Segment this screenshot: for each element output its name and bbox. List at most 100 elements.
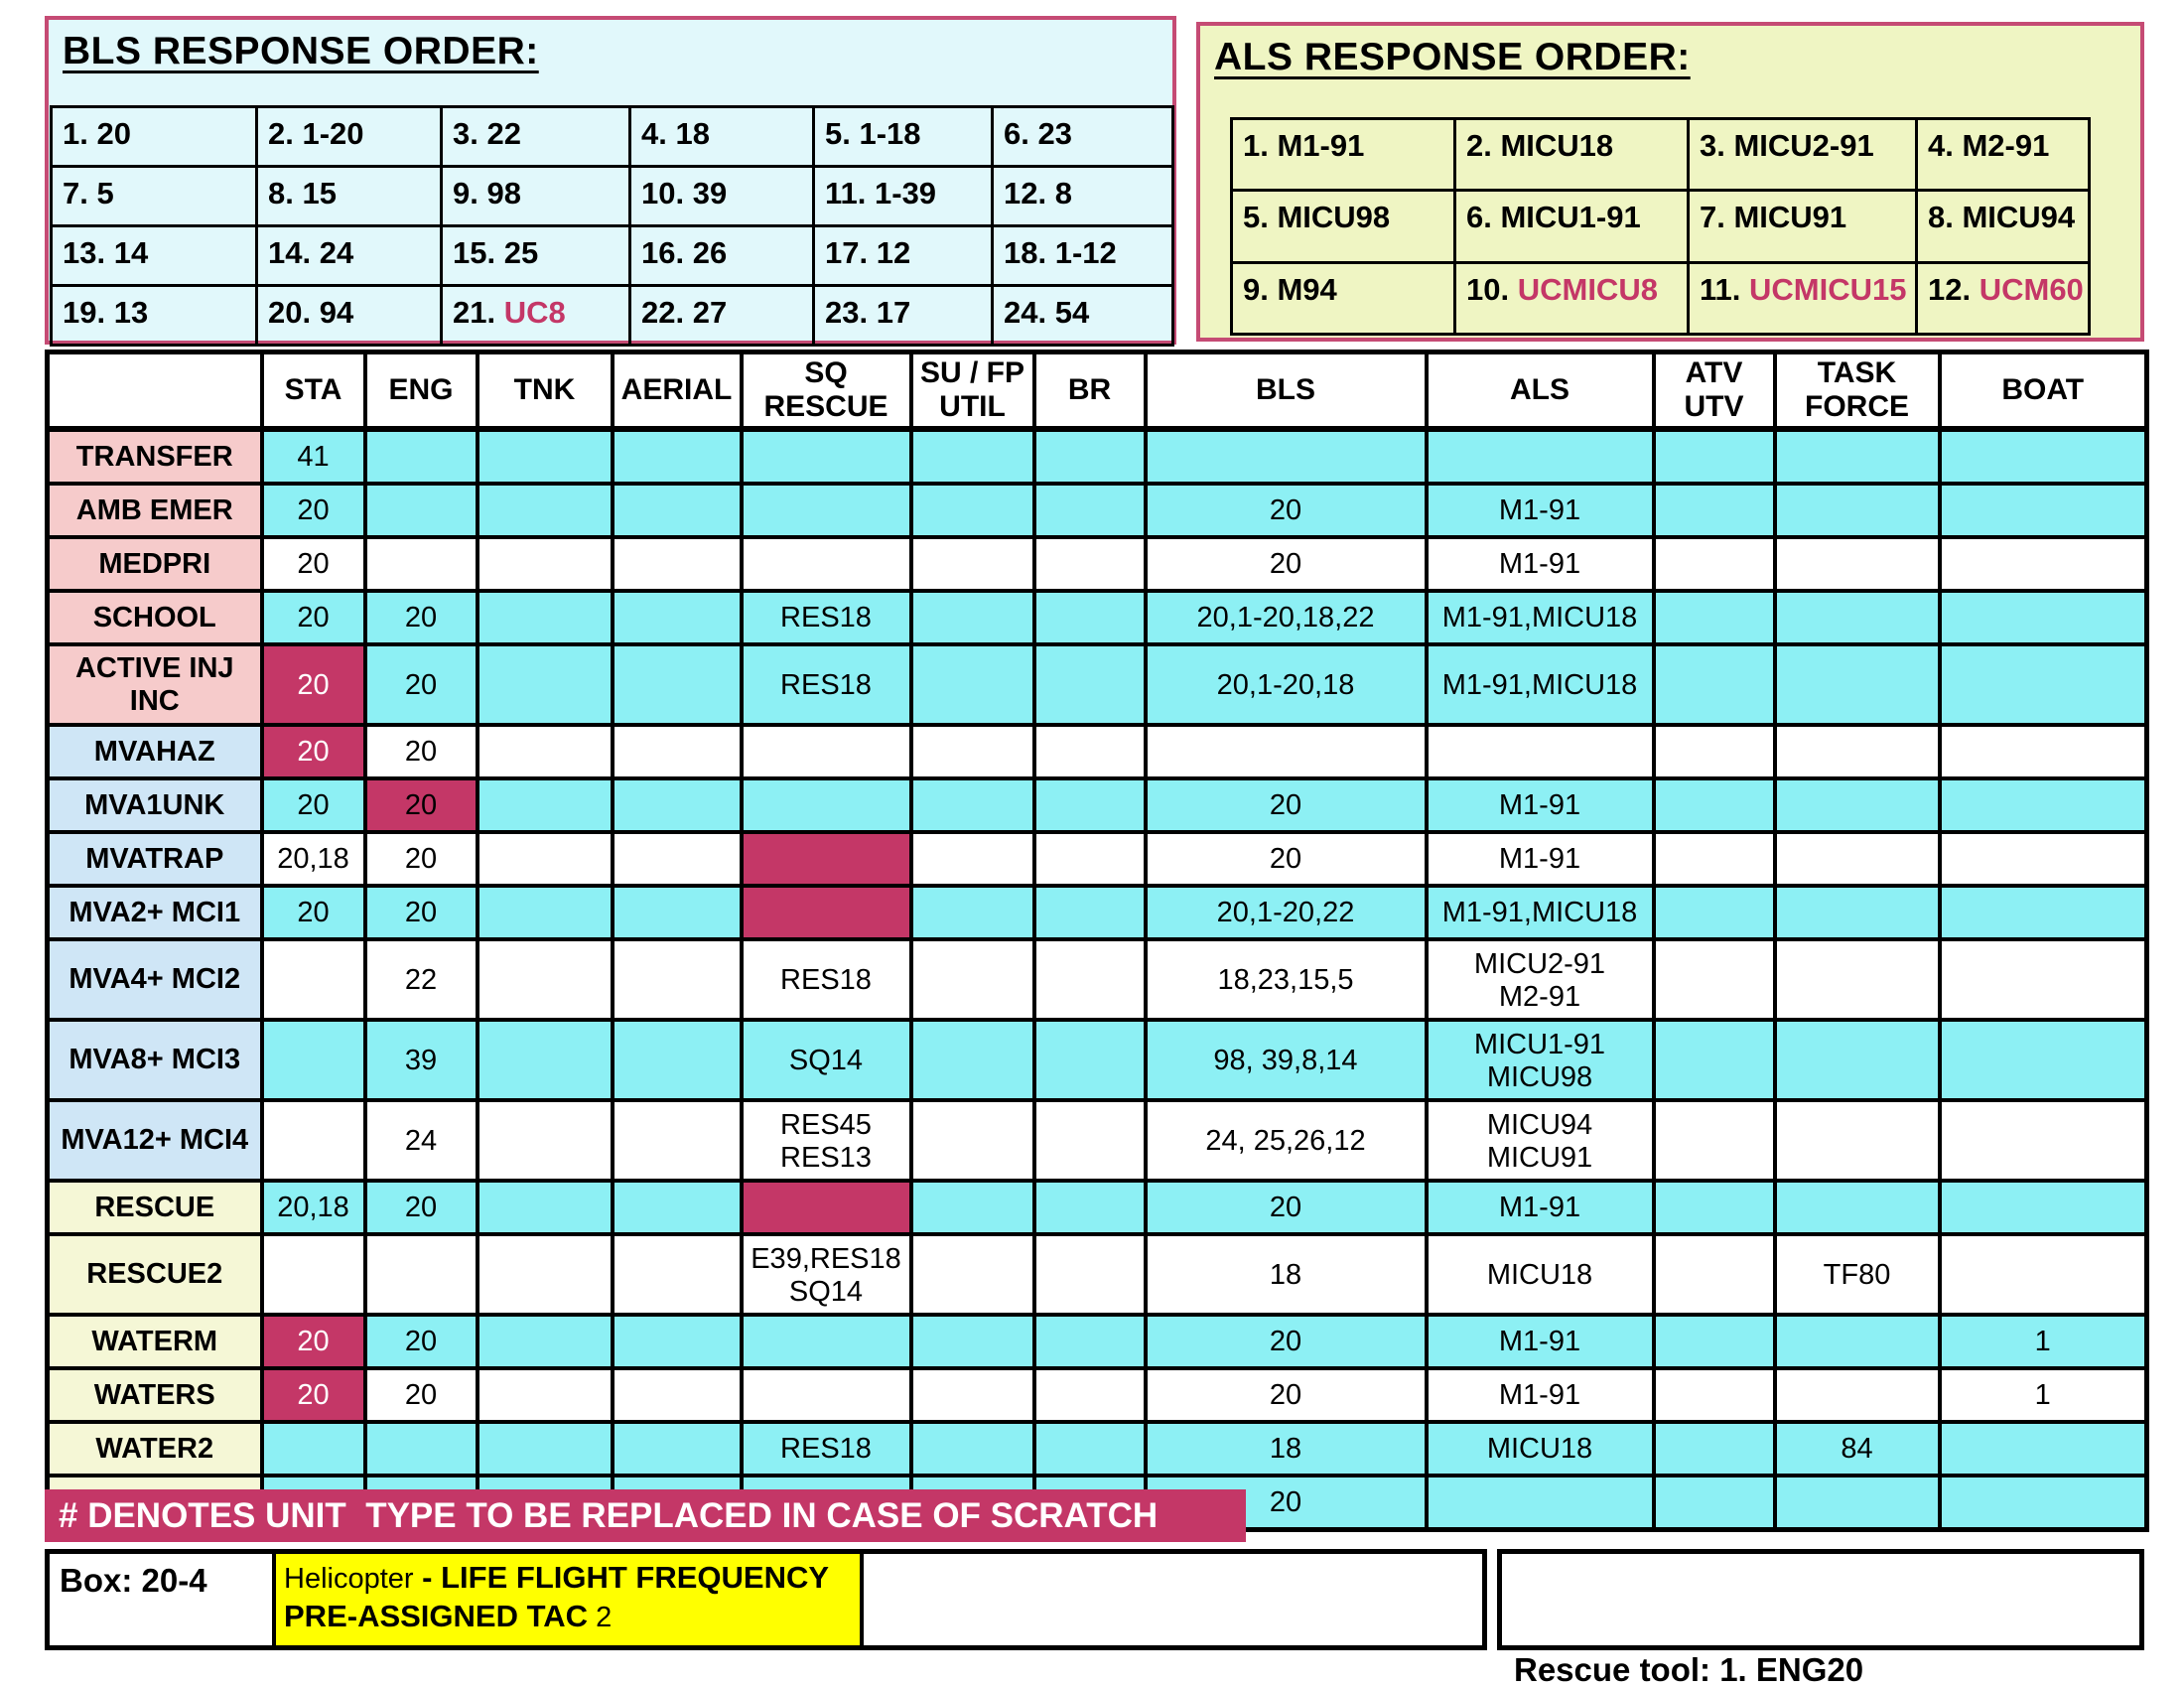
cell-eng	[362, 1420, 479, 1477]
cell-task-force	[1772, 1098, 1942, 1183]
cell-eng: 20	[362, 589, 479, 646]
cell-br	[1031, 1098, 1148, 1183]
cell-sq-rescue	[739, 482, 913, 539]
helicopter-line2: PRE-ASSIGNED TAC 2	[284, 1598, 860, 1636]
bls-order-cell: 21. UC8	[440, 284, 631, 347]
cell-aerial	[610, 723, 744, 780]
cell-su-fp-util	[908, 589, 1036, 646]
cell-su-fp-util	[908, 1232, 1036, 1317]
cell-boat	[1937, 830, 2149, 888]
order-number: 7.	[1700, 200, 1734, 235]
order-number: 11.	[1700, 271, 1749, 307]
cell-aerial	[610, 1098, 744, 1183]
row-label: WATERS	[45, 1366, 264, 1424]
cell-bls: 20	[1143, 1313, 1429, 1370]
box-number: Box: 20-4	[50, 1554, 276, 1645]
row-mvahaz: MVAHAZ 20 20	[45, 723, 2149, 780]
row-label: MVA1UNK	[45, 776, 264, 834]
cell-atv-utv	[1651, 830, 1777, 888]
order-number: 22.	[641, 295, 693, 330]
cell-atv-utv	[1651, 1313, 1777, 1370]
order-number: 8.	[268, 176, 303, 211]
cell-tnk	[475, 642, 614, 727]
row-rescue2: RESCUE2 E39,RES18 SQ14 18 MICU18 TF80	[45, 1232, 2149, 1317]
cell-aerial	[610, 1366, 744, 1424]
cell-su-fp-util	[908, 884, 1036, 941]
als-panel-title: ALS RESPONSE ORDER:	[1214, 36, 1691, 78]
cell-tnk	[475, 776, 614, 834]
cell-bls: 18	[1143, 1420, 1429, 1477]
row-label: SCHOOL	[45, 589, 264, 646]
bls-order-cell: 23. 17	[812, 284, 994, 347]
order-number: 10.	[1466, 271, 1518, 307]
helicopter-label: Helicopter	[284, 1563, 414, 1595]
cell-bls: 18,23,15,5	[1143, 937, 1429, 1022]
order-unit: UC8	[503, 295, 566, 330]
cell-sq-rescue	[739, 884, 913, 941]
cell-sta: 20	[259, 723, 367, 780]
cell-br	[1031, 535, 1148, 593]
bls-order-cell: 2. 1-20	[255, 105, 443, 168]
helicopter-note: Helicopter - LIFE FLIGHT FREQUENCY PRE-A…	[276, 1554, 864, 1645]
order-number: 3.	[1700, 128, 1734, 163]
order-row: 9. M94 10. UCMICU8 11. UCMICU15 12. UCM60	[1230, 260, 2091, 337]
bls-order-cell: 20. 94	[255, 284, 443, 347]
cell-als: M1-91,MICU18	[1424, 884, 1656, 941]
order-row: 5. MICU98 6. MICU1-91 7. MICU91 8. MICU94	[1230, 189, 2091, 264]
cell-aerial	[610, 776, 744, 834]
cell-atv-utv	[1651, 884, 1777, 941]
cell-aerial	[610, 535, 744, 593]
cell-su-fp-util	[908, 830, 1036, 888]
cell-eng: 20	[362, 830, 479, 888]
cell-als	[1424, 1474, 1656, 1532]
bls-order-cell: 8. 15	[255, 165, 443, 227]
cell-sta: 41	[259, 427, 367, 486]
cell-boat	[1937, 427, 2149, 486]
order-number: 24.	[1004, 295, 1055, 330]
order-number: 12.	[1004, 176, 1055, 211]
cell-bls: 20,1-20,22	[1143, 884, 1429, 941]
cell-br	[1031, 1313, 1148, 1370]
bls-order-cell: 1. 20	[50, 105, 258, 168]
col-header-type	[45, 350, 264, 432]
row-medpri: MEDPRI 20 20 M1-91	[45, 535, 2149, 593]
cell-sq-rescue	[739, 427, 913, 486]
order-row: 13. 14 14. 24 15. 25 16. 26 17. 12 18. 1-12	[50, 224, 1174, 287]
cell-eng	[362, 427, 479, 486]
order-unit: 54	[1054, 295, 1090, 330]
order-row: 19. 13 20. 94 21. UC8 22. 27 23. 17 24. 54	[50, 284, 1174, 347]
order-number: 11.	[825, 176, 875, 211]
cell-atv-utv	[1651, 589, 1777, 646]
cell-bls: 20,1-20,18,22	[1143, 589, 1429, 646]
cell-sq-rescue	[739, 776, 913, 834]
cell-bls: 20,1-20,18	[1143, 642, 1429, 727]
cell-atv-utv	[1651, 1018, 1777, 1102]
cell-bls: 20	[1143, 1366, 1429, 1424]
cell-task-force	[1772, 1474, 1942, 1532]
cell-als: M1-91	[1424, 830, 1656, 888]
order-unit: 1-39	[875, 176, 937, 211]
row-label: WATER2	[45, 1420, 264, 1477]
cell-aerial	[610, 1018, 744, 1102]
order-number: 4.	[641, 116, 676, 151]
cell-atv-utv	[1651, 1232, 1777, 1317]
cell-su-fp-util	[908, 937, 1036, 1022]
row-mva4-mci2: MVA4+ MCI2 22 RES18 18,23,15,5 MICU2-91 M2-9…	[45, 937, 2149, 1022]
cell-atv-utv	[1651, 1179, 1777, 1236]
cell-boat	[1937, 589, 2149, 646]
dispatch-matrix-table: STA ENG TNK AERIAL SQ RESCUE SU / FP UTIL BR BL…	[45, 350, 2149, 1532]
row-school: SCHOOL 20 20 RES18 20,1-20,18,22 M1-91,MICU18	[45, 589, 2149, 646]
order-unit: M2-91	[1962, 128, 2050, 163]
cell-su-fp-util	[908, 427, 1036, 486]
cell-boat	[1937, 535, 2149, 593]
order-number: 5.	[1243, 200, 1278, 235]
als-order-table: 1. M1-91 2. MICU18 3. MICU2-91 4. M2-91 5. M…	[1230, 116, 2091, 337]
bls-order-cell: 22. 27	[628, 284, 815, 347]
cell-task-force	[1772, 776, 1942, 834]
cell-tnk	[475, 589, 614, 646]
cell-bls: 20	[1143, 482, 1429, 539]
order-number: 4.	[1928, 128, 1963, 163]
order-number: 6.	[1466, 200, 1501, 235]
cell-eng	[362, 482, 479, 539]
